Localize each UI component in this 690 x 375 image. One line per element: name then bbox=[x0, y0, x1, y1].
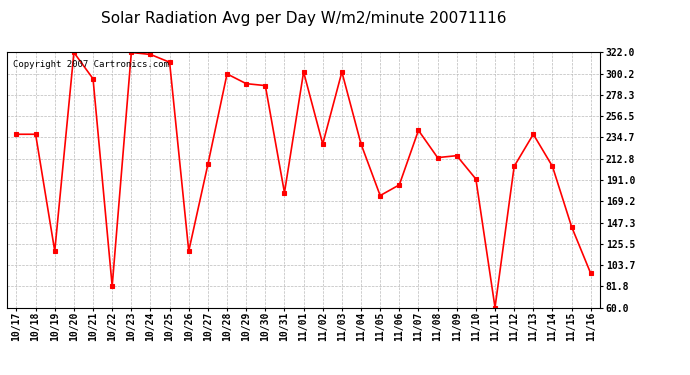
Text: Solar Radiation Avg per Day W/m2/minute 20071116: Solar Radiation Avg per Day W/m2/minute … bbox=[101, 11, 506, 26]
Text: Copyright 2007 Cartronics.com: Copyright 2007 Cartronics.com bbox=[13, 60, 169, 69]
